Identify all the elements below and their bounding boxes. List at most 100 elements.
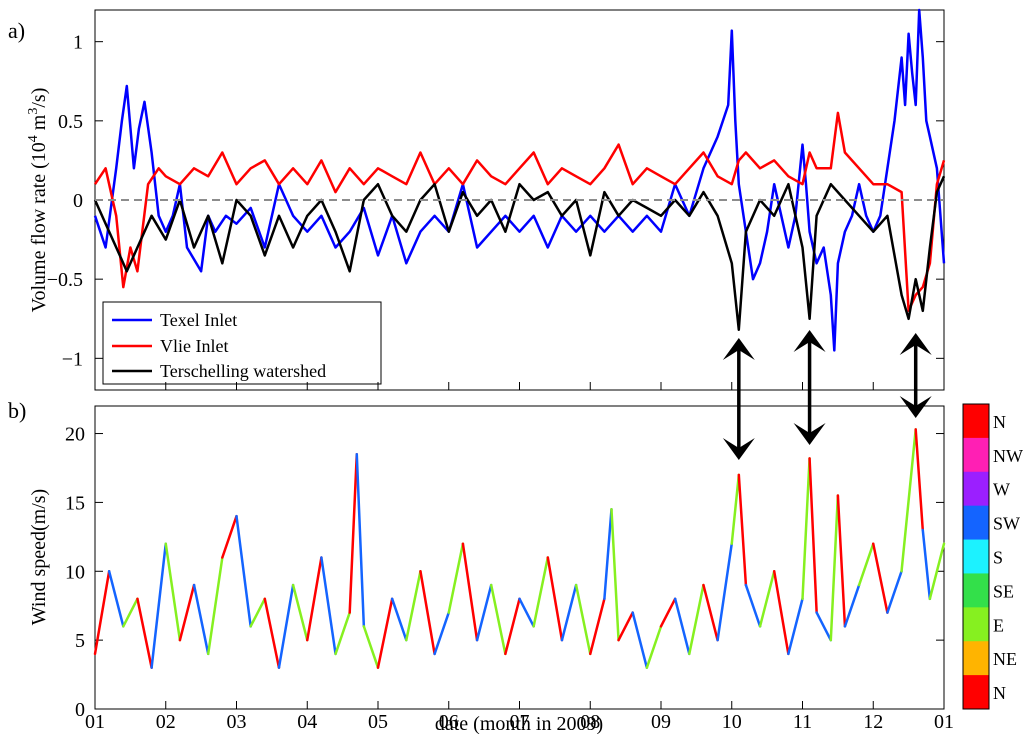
- direction-colorbar: N NW W SW S SE E NE N: [962, 403, 1023, 710]
- legend-label-texel: Texel Inlet: [160, 310, 237, 330]
- wind-speed-segment: [461, 542, 479, 642]
- xtick-label: 03: [227, 711, 247, 733]
- wind-speed-segment: [914, 428, 925, 532]
- wind-speed-segment: [772, 570, 790, 656]
- xtick-label: 09: [651, 711, 671, 733]
- xtick-label: 06: [439, 711, 459, 733]
- panel-b-ytick-label: 10: [65, 561, 85, 583]
- wind-speed-segment: [320, 556, 337, 656]
- legend: Texel Inlet Vlie Inlet Terschelling wate…: [102, 301, 382, 385]
- wind-speed-segment: [560, 583, 578, 642]
- wind-speed-segment: [546, 556, 564, 642]
- wind-speed-segment: [355, 452, 366, 628]
- panel-a: a) −1 −0.5 0 0.5 1 Volume flow rate (104 m3/…: [8, 8, 946, 391]
- wind-speed-segment: [136, 597, 153, 669]
- panel-b-ytick-label: 20: [65, 424, 85, 446]
- colorbar-swatch: [963, 505, 989, 541]
- wind-speed-segment: [122, 597, 139, 628]
- wind-speed-segment: [518, 597, 535, 628]
- wind-speed-segment: [808, 457, 818, 614]
- wind-speed-segment: [659, 597, 677, 628]
- colorbar-label: SW: [993, 514, 1020, 534]
- wind-speed-segment: [532, 556, 550, 628]
- panel-a-label: a): [8, 18, 25, 43]
- colorbar-swatch: [963, 404, 989, 439]
- arrow-head-up: [722, 338, 755, 360]
- wind-speed-segment: [872, 542, 889, 614]
- wind-speed-segment: [673, 597, 691, 656]
- wind-speed-segment: [610, 508, 620, 642]
- event-arrows: [722, 330, 932, 460]
- wind-speed-segment: [489, 583, 507, 656]
- colorbar-swatch: [963, 641, 989, 676]
- wind-speed-segment: [206, 556, 224, 656]
- series-line-terschelling-watershed: [93, 175, 946, 332]
- colorbar-label: S: [993, 548, 1003, 568]
- wind-speed-segment: [263, 597, 281, 669]
- wind-speed-segment: [178, 583, 196, 642]
- wind-speed-segment: [688, 583, 705, 656]
- colorbar-label: N: [993, 412, 1006, 432]
- arrow-head-down: [793, 423, 826, 445]
- panel-a-ytick-label: 0.5: [58, 111, 83, 133]
- wind-speed-segment: [843, 583, 861, 628]
- arrow-head-up: [899, 333, 932, 355]
- wind-speed-segment: [433, 611, 450, 656]
- panel-a-ytick-label: 1: [73, 32, 83, 54]
- xtick-label: 08: [580, 711, 600, 733]
- colorbar-swatch: [963, 539, 989, 574]
- wind-speed-segment: [921, 528, 932, 601]
- wind-speed-segment: [801, 457, 811, 601]
- xtick-label: 10: [722, 711, 742, 733]
- wind-speed-segment: [447, 542, 465, 614]
- colorbar-frame: [962, 403, 990, 710]
- wind-speed-segment: [306, 556, 323, 642]
- wind-speed-segment: [603, 508, 613, 601]
- colorbar-label: NE: [993, 649, 1017, 669]
- xtick-label: 01: [85, 711, 105, 733]
- wind-speed-segment: [758, 570, 776, 628]
- colorbar-swatch: [963, 573, 989, 608]
- wind-speed-segment: [886, 570, 903, 614]
- wind-speed-segment: [737, 473, 748, 587]
- panel-b-ylabel: Wind speed(m/s): [28, 489, 50, 625]
- colorbar-label: NW: [993, 446, 1023, 466]
- wind-speed-segment: [164, 542, 182, 642]
- wind-speed-segment: [857, 542, 875, 587]
- series-line-texel-inlet: [93, 8, 946, 352]
- xtick-label: 01: [934, 711, 954, 733]
- colorbar-label: SE: [993, 581, 1014, 601]
- panel-b-ytick-label: 0: [75, 699, 85, 721]
- wind-speed-segment: [631, 611, 649, 669]
- wind-speed-segment: [221, 514, 238, 559]
- colorbar-swatch: [963, 675, 989, 710]
- wind-speed-segment: [348, 452, 359, 614]
- wind-speed-segment: [645, 625, 663, 669]
- panel-b-label: b): [8, 398, 26, 423]
- wind-speed-segment: [617, 611, 634, 642]
- x-axis-label: date (month in 2009): [435, 713, 603, 734]
- wind-speed-segment: [277, 583, 295, 669]
- colorbar-swatch: [963, 437, 989, 473]
- wind-speed-segment: [829, 494, 840, 642]
- wind-speed-segment: [716, 542, 733, 642]
- xtick-label: 05: [368, 711, 388, 733]
- wind-speed-segment: [787, 597, 804, 656]
- wind-speed-segment: [900, 428, 917, 573]
- wind-speed-segment: [291, 583, 309, 642]
- wind-speed-segment: [836, 494, 847, 628]
- legend-label-vlie: Vlie Inlet: [160, 336, 228, 356]
- xtick-label: 11: [793, 711, 812, 733]
- arrow-head-down: [722, 438, 755, 460]
- wind-speed-segment: [405, 570, 422, 642]
- legend-label-terschelling: Terschelling watershed: [160, 361, 326, 381]
- xtick-label: 02: [156, 711, 176, 733]
- wind-speed-segment: [249, 597, 267, 628]
- colorbar-swatch: [963, 607, 989, 642]
- wind-speed-segment: [362, 625, 380, 669]
- wind-speed-segment: [815, 611, 833, 642]
- xtick-label: 07: [510, 711, 530, 733]
- wind-speed-segment: [574, 583, 592, 656]
